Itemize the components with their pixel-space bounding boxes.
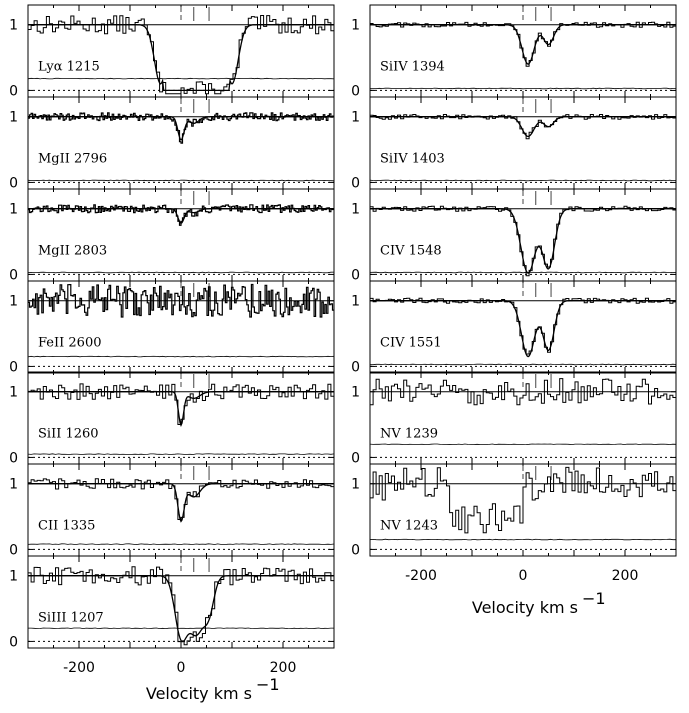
y-tick-label: 0 bbox=[351, 542, 360, 558]
error-spectrum bbox=[369, 538, 676, 541]
right-xlabel-sup: −1 bbox=[582, 589, 606, 608]
panel-civ-1548: 0 1 CIV 1548 bbox=[351, 188, 677, 283]
model-fit bbox=[28, 483, 334, 523]
y-tick-label: 1 bbox=[351, 477, 360, 493]
y-tick-label: 1 bbox=[351, 294, 360, 310]
panels-group: 0 1 Lyα 1215 0 1 MgII 2796 0 1 MgII 2803 0 1 FeII 2… bbox=[9, 4, 677, 676]
left-xlabel-sup: −1 bbox=[256, 675, 280, 694]
y-tick-label: 0 bbox=[9, 542, 18, 558]
ion-label: FeII 2600 bbox=[38, 336, 102, 351]
y-tick-label: 1 bbox=[351, 202, 360, 218]
ion-label: Lyα 1215 bbox=[38, 60, 100, 75]
model-fit bbox=[370, 116, 676, 138]
panel-mgii-2803: 0 1 MgII 2803 bbox=[9, 188, 335, 283]
model-fit bbox=[28, 24, 334, 92]
y-tick-label: 0 bbox=[9, 359, 18, 375]
panel-siiv-1394: 0 1 SiIV 1394 bbox=[351, 4, 677, 99]
flux-histogram bbox=[28, 204, 334, 226]
y-tick-label: 0 bbox=[9, 634, 18, 650]
y-tick-label: 1 bbox=[351, 18, 360, 34]
model-fit bbox=[28, 391, 334, 428]
flux-histogram bbox=[28, 283, 334, 318]
left-xlabel: Velocity km s bbox=[146, 684, 252, 703]
y-tick-label: 0 bbox=[351, 359, 360, 375]
x-tick-label: 0 bbox=[177, 660, 186, 676]
y-tick-label: 0 bbox=[9, 450, 18, 466]
error-spectrum bbox=[27, 543, 335, 545]
flux-histogram bbox=[370, 466, 676, 534]
y-tick-label: 1 bbox=[9, 477, 18, 493]
y-tick-label: 1 bbox=[9, 294, 18, 310]
panel-mgii-2796: 0 1 MgII 2796 bbox=[9, 96, 335, 191]
panel-nv-1239: 0 1 NV 1239 bbox=[351, 371, 677, 466]
panel-civ-1551: 0 1 CIV 1551 bbox=[351, 280, 677, 375]
error-spectrum bbox=[369, 87, 676, 90]
model-fit bbox=[370, 300, 676, 358]
panel-ly-1215: 0 1 Lyα 1215 bbox=[9, 4, 335, 99]
error-spectrum bbox=[369, 443, 677, 446]
y-tick-label: 1 bbox=[9, 385, 18, 401]
error-spectrum bbox=[27, 179, 335, 182]
flux-histogram bbox=[28, 112, 334, 144]
y-tick-label: 1 bbox=[9, 18, 18, 34]
ion-label: MgII 2803 bbox=[38, 244, 107, 259]
error-spectrum bbox=[27, 77, 335, 80]
flux-histogram bbox=[28, 566, 334, 646]
y-tick-label: 0 bbox=[9, 267, 18, 283]
ion-label: CIV 1548 bbox=[380, 244, 442, 259]
ion-label: SiIV 1394 bbox=[380, 60, 445, 75]
flux-histogram bbox=[28, 15, 334, 95]
panel-cii-1335: 0 1 CII 1335 bbox=[9, 463, 335, 558]
y-tick-label: 0 bbox=[351, 83, 360, 99]
panel-nv-1243: 0 1 NV 1243 -200 0 200 bbox=[351, 463, 677, 584]
model-fit bbox=[370, 24, 676, 65]
y-tick-label: 1 bbox=[351, 385, 360, 401]
panel-feii-2600: 0 1 FeII 2600 bbox=[9, 280, 335, 375]
error-spectrum bbox=[369, 179, 677, 182]
model-fit bbox=[28, 208, 334, 225]
model-fit bbox=[370, 208, 676, 274]
x-tick-label: 200 bbox=[612, 568, 639, 584]
error-spectrum bbox=[27, 453, 335, 455]
flux-histogram bbox=[28, 383, 334, 425]
x-tick-label: -200 bbox=[405, 568, 437, 584]
y-tick-label: 0 bbox=[9, 175, 18, 191]
error-spectrum bbox=[369, 271, 677, 274]
error-spectrum bbox=[27, 355, 335, 358]
y-tick-label: 0 bbox=[351, 175, 360, 191]
flux-histogram bbox=[370, 205, 676, 277]
panel-siiv-1403: 0 1 SiIV 1403 bbox=[351, 96, 677, 191]
ion-label: SiIII 1207 bbox=[38, 611, 104, 626]
ion-label: CIV 1551 bbox=[380, 336, 442, 351]
error-spectrum bbox=[370, 363, 677, 366]
y-tick-label: 1 bbox=[9, 202, 18, 218]
x-tick-label: 0 bbox=[519, 568, 528, 584]
error-spectrum bbox=[28, 627, 334, 630]
ion-label: MgII 2796 bbox=[38, 152, 107, 167]
ion-label: NV 1243 bbox=[380, 519, 438, 534]
flux-histogram bbox=[370, 378, 676, 406]
panel-siii-1260: 0 1 SiII 1260 bbox=[9, 371, 335, 466]
y-tick-label: 0 bbox=[9, 83, 18, 99]
y-tick-label: 1 bbox=[351, 110, 360, 126]
y-tick-label: 0 bbox=[351, 267, 360, 283]
ion-label: NV 1239 bbox=[380, 427, 438, 442]
flux-histogram bbox=[28, 478, 334, 520]
ion-label: SiII 1260 bbox=[38, 427, 99, 442]
right-xlabel: Velocity km s bbox=[472, 598, 578, 617]
ion-label: SiIV 1403 bbox=[380, 152, 445, 167]
y-tick-label: 0 bbox=[351, 450, 360, 466]
y-tick-label: 1 bbox=[9, 569, 18, 585]
panel-siiii-1207: 0 1 SiIII 1207 -200 0 200 bbox=[9, 555, 335, 676]
ion-label: CII 1335 bbox=[38, 519, 95, 534]
x-tick-label: 200 bbox=[270, 660, 297, 676]
model-fit bbox=[28, 575, 334, 643]
flux-histogram bbox=[370, 114, 676, 140]
error-spectrum bbox=[27, 271, 335, 274]
x-tick-label: -200 bbox=[63, 660, 95, 676]
y-tick-label: 1 bbox=[9, 110, 18, 126]
model-fit bbox=[28, 116, 334, 142]
